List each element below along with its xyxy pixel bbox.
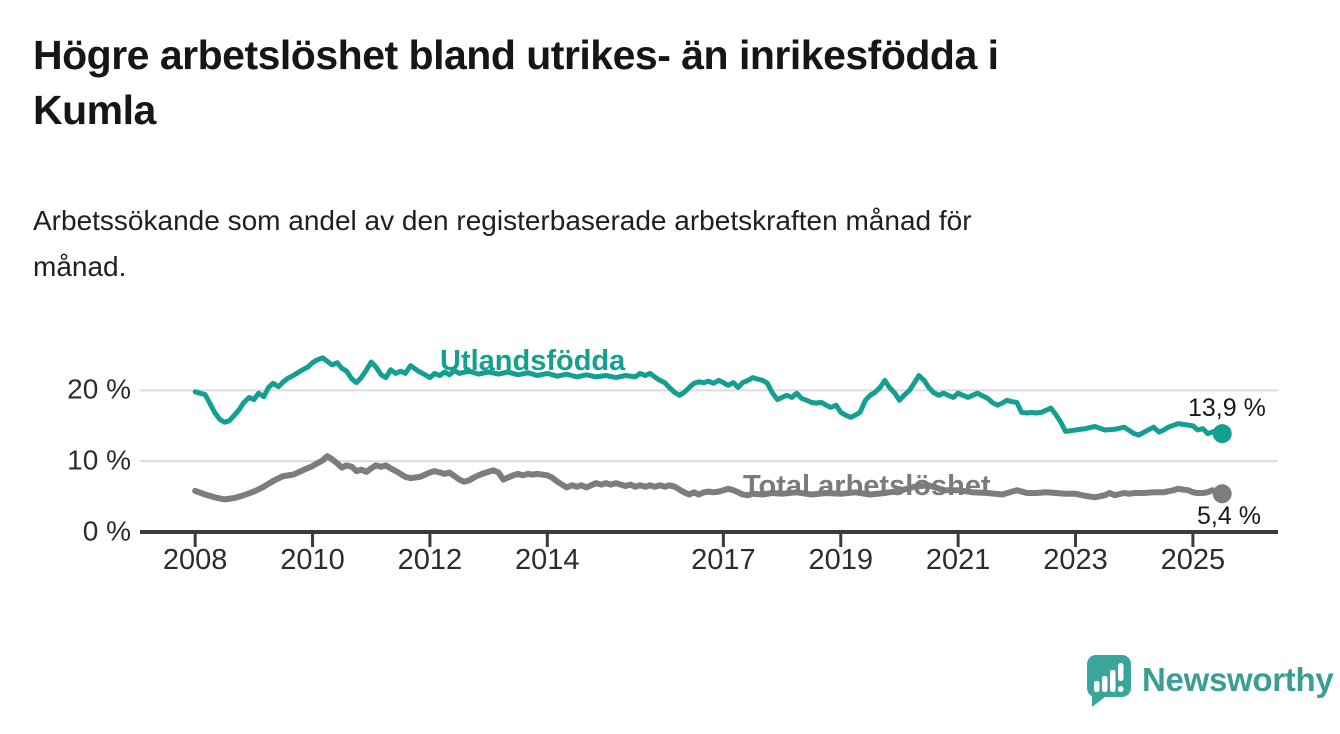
x-tick-label: 2019	[808, 544, 874, 576]
newsworthy-wordmark: Newsworthy	[1142, 661, 1334, 698]
series-line-0	[192, 355, 1225, 438]
series-label-total-arbetsloshet: Total arbetslöshet	[743, 470, 991, 502]
x-tick-label: 2023	[1043, 544, 1108, 576]
end-value-label-utlandsfodda: 13,9 %	[1188, 394, 1266, 422]
series-label-utlandsfodda: Utlandsfödda	[440, 345, 626, 377]
series-end-dot-0	[1212, 424, 1232, 444]
x-tick-label: 2008	[162, 544, 228, 576]
page-title: Högre arbetslöshet bland utrikes- än inr…	[33, 32, 999, 134]
x-tick-label: 2014	[515, 544, 580, 576]
series-line-1	[192, 453, 1226, 503]
y-tick-label: 0 %	[82, 515, 131, 547]
newsworthy-bubble-chart-icon	[1086, 655, 1131, 707]
x-tick-label: 2010	[280, 544, 345, 576]
x-tick-label: 2017	[691, 544, 756, 576]
y-tick-label: 10 %	[67, 444, 131, 476]
x-tick-label: 2025	[1160, 544, 1226, 576]
y-tick-label: 20 %	[67, 373, 131, 405]
chart-subtitle: Arbetssökande som andel av den registerb…	[33, 205, 972, 283]
newsworthy-logo: Newsworthy	[1085, 652, 1334, 708]
x-tick-label: 2021	[925, 544, 991, 576]
series-end-dot-1	[1212, 484, 1232, 504]
x-tick-label: 2012	[397, 544, 463, 576]
end-value-label-total: 5,4 %	[1197, 502, 1261, 530]
